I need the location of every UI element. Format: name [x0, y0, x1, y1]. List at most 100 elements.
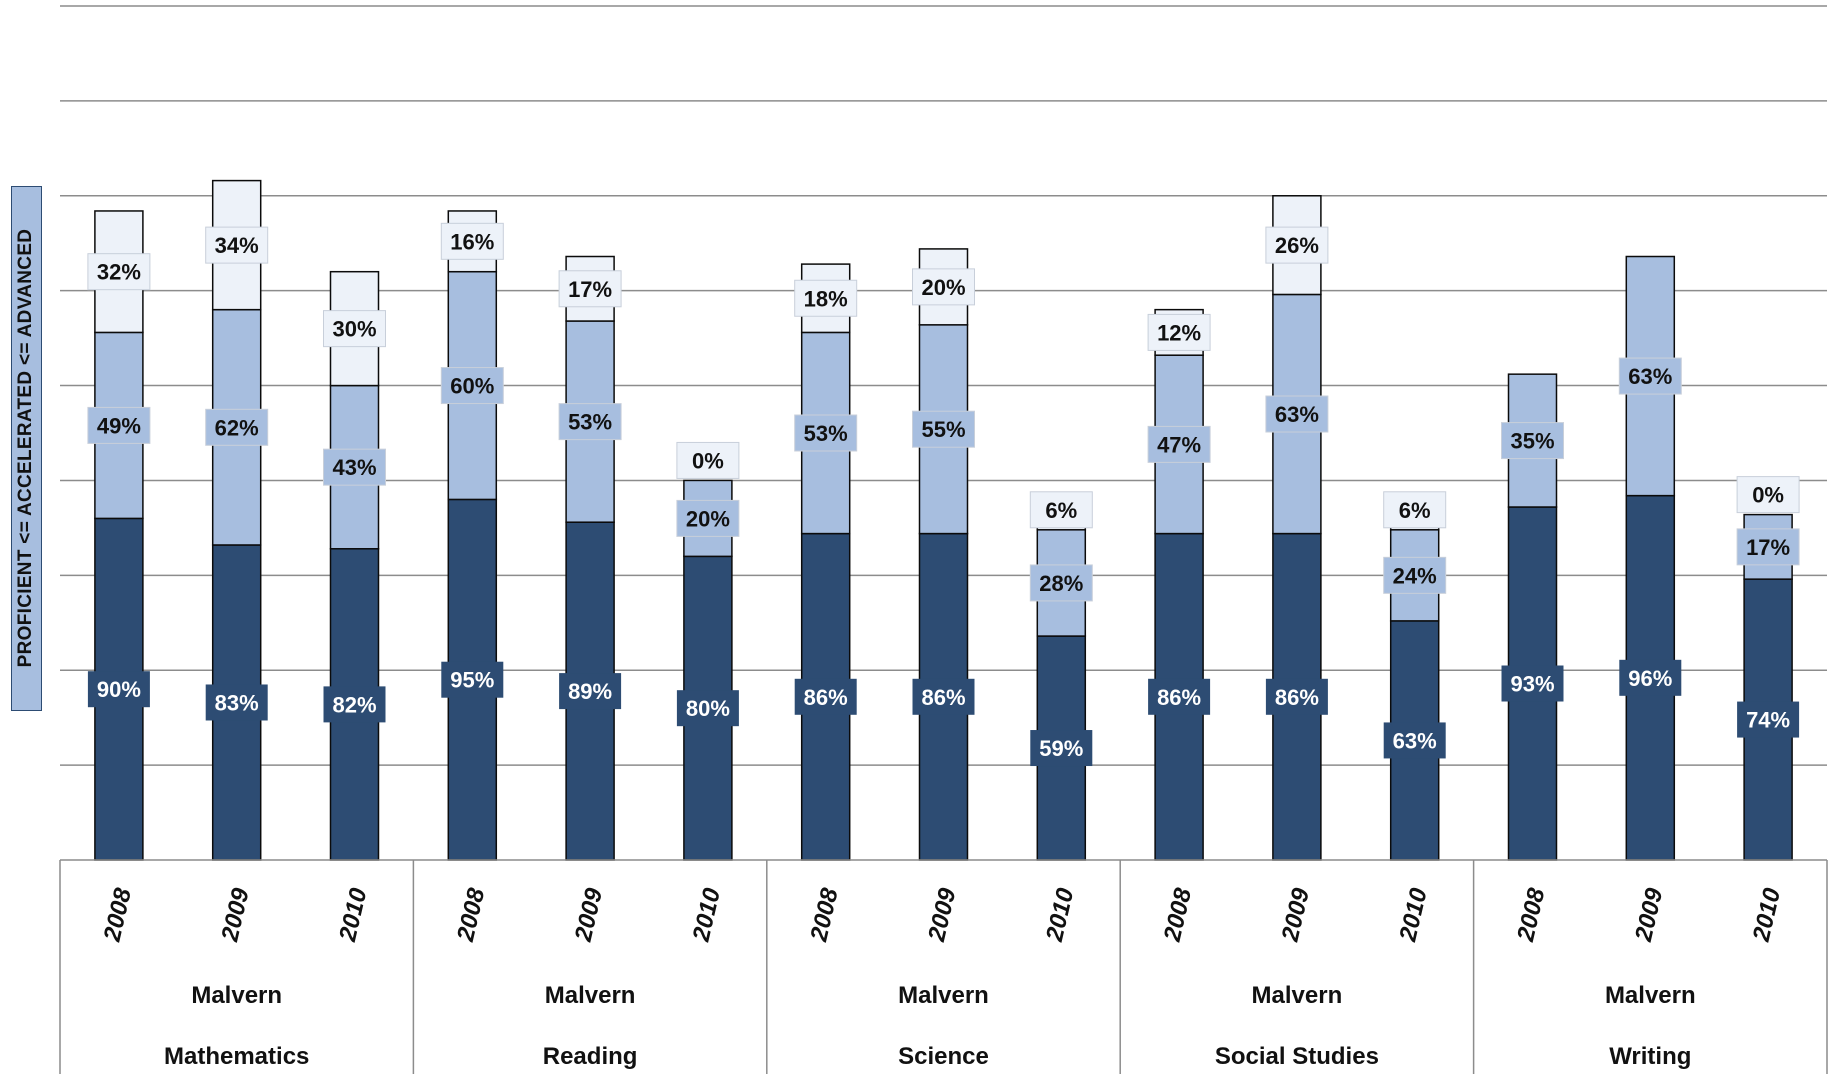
x-tick-label-year: 2010 [1394, 885, 1433, 945]
data-label: 16% [450, 229, 494, 254]
x-tick-label-year: 2008 [1159, 885, 1198, 945]
data-label: 80% [686, 696, 730, 721]
data-labels: 90% 49% 32% 83% 62% 34% 82% 43% 30% 95% 60% 16% 89% 5… [87, 222, 1800, 767]
data-label-box [87, 406, 151, 444]
data-label-box [1501, 665, 1564, 702]
x-group-label-district: Malvern [1605, 982, 1696, 1009]
data-label: 86% [921, 685, 965, 710]
data-label: 53% [804, 421, 848, 446]
x-tick-label-year: 2010 [1041, 885, 1080, 945]
data-label: 60% [450, 374, 494, 399]
data-label-box [676, 690, 739, 727]
data-label: 83% [215, 690, 259, 715]
data-label: 6% [1045, 498, 1077, 523]
data-label-box [1383, 491, 1447, 529]
x-group-label-subject: Mathematics [164, 1043, 309, 1070]
data-label: 35% [1510, 429, 1554, 454]
data-label-box [205, 684, 268, 721]
data-label: 89% [568, 679, 612, 704]
data-label: 12% [1157, 320, 1201, 345]
x-tick-label-year: 2008 [452, 885, 491, 945]
data-label: 30% [332, 317, 376, 342]
data-label: 62% [215, 415, 259, 440]
x-group-label-subject: Reading [543, 1043, 638, 1070]
data-label-box [205, 408, 269, 446]
data-label-box [1736, 476, 1800, 514]
data-label: 63% [1393, 728, 1437, 753]
data-label-box [559, 673, 622, 710]
data-label: 32% [97, 260, 141, 285]
x-group-label-district: Malvern [898, 982, 989, 1009]
x-tick-label-year: 2008 [1512, 885, 1551, 945]
data-label-box [1619, 659, 1682, 696]
data-label-box [794, 678, 857, 715]
data-label-box [1265, 226, 1329, 264]
x-tick-label-year: 2008 [805, 885, 844, 945]
data-label: 49% [97, 413, 141, 438]
data-label: 6% [1399, 498, 1431, 523]
data-label-box [912, 410, 975, 448]
y-axis-label-box [11, 186, 42, 711]
data-label-box [323, 686, 386, 723]
data-label: 34% [215, 233, 259, 258]
x-tick-label-year: 2010 [334, 885, 373, 945]
data-label-box [1736, 528, 1800, 566]
data-label: 0% [1752, 483, 1784, 508]
data-label-box [558, 270, 622, 308]
data-label: 82% [332, 692, 376, 717]
x-group-label-district: Malvern [1252, 982, 1343, 1009]
data-label-box [1147, 313, 1211, 351]
data-label-box [794, 279, 858, 317]
data-label: 86% [1275, 685, 1319, 710]
x-tick-label-year: 2010 [1748, 885, 1787, 945]
x-tick-label-year: 2010 [687, 885, 726, 945]
data-label-box [1265, 395, 1329, 433]
data-label: 20% [686, 506, 730, 531]
data-label-box [1265, 678, 1328, 715]
x-tick-label-year: 2009 [216, 885, 255, 945]
x-tick-label-year: 2009 [1276, 885, 1315, 945]
x-group-label-district: Malvern [545, 982, 636, 1009]
x-axis: 2008 2009 2010 2008 2009 2010 2008 2009 2010 2008… [59, 859, 1828, 1074]
data-label-box [794, 414, 858, 452]
x-group-label-district: Malvern [191, 982, 282, 1009]
data-label: 18% [804, 286, 848, 311]
data-label-box [323, 448, 386, 486]
data-label: 0% [692, 448, 724, 473]
data-label-box [1029, 491, 1093, 529]
data-label: 96% [1628, 666, 1672, 691]
x-group-label-subject: Social Studies [1215, 1043, 1379, 1070]
data-label-box [323, 310, 386, 348]
data-label-box [1618, 357, 1682, 395]
data-label: 17% [568, 277, 612, 302]
data-label: 95% [450, 668, 494, 693]
data-label-box [1501, 422, 1564, 460]
data-label-box [1147, 425, 1211, 463]
data-label-box [1030, 730, 1093, 767]
y-axis-label: PROFICIENT <= ACCELERATED <= ADVANCED [15, 228, 36, 668]
data-label-box [558, 403, 622, 441]
data-label: 63% [1628, 364, 1672, 389]
data-label: 59% [1039, 736, 1083, 761]
data-label: 43% [332, 455, 376, 480]
data-label-box [87, 253, 151, 291]
data-label-box [676, 441, 740, 479]
x-tick-label-year: 2009 [1630, 885, 1669, 945]
data-label: 24% [1393, 563, 1437, 588]
data-label: 28% [1039, 571, 1083, 596]
data-label-box [912, 678, 975, 715]
x-tick-label-year: 2009 [923, 885, 962, 945]
x-group-label-subject: Science [898, 1043, 989, 1070]
data-label-box [440, 367, 504, 405]
data-label-box [440, 222, 504, 260]
x-group-label-subject: Writing [1609, 1043, 1691, 1070]
data-label-box [912, 268, 975, 306]
data-label: 74% [1746, 708, 1790, 733]
data-label: 20% [921, 275, 965, 300]
data-label: 17% [1746, 535, 1790, 560]
data-label-box [87, 671, 150, 708]
data-label-box [1148, 678, 1211, 715]
x-tick-label-year: 2009 [570, 885, 609, 945]
data-label-box [205, 226, 269, 264]
